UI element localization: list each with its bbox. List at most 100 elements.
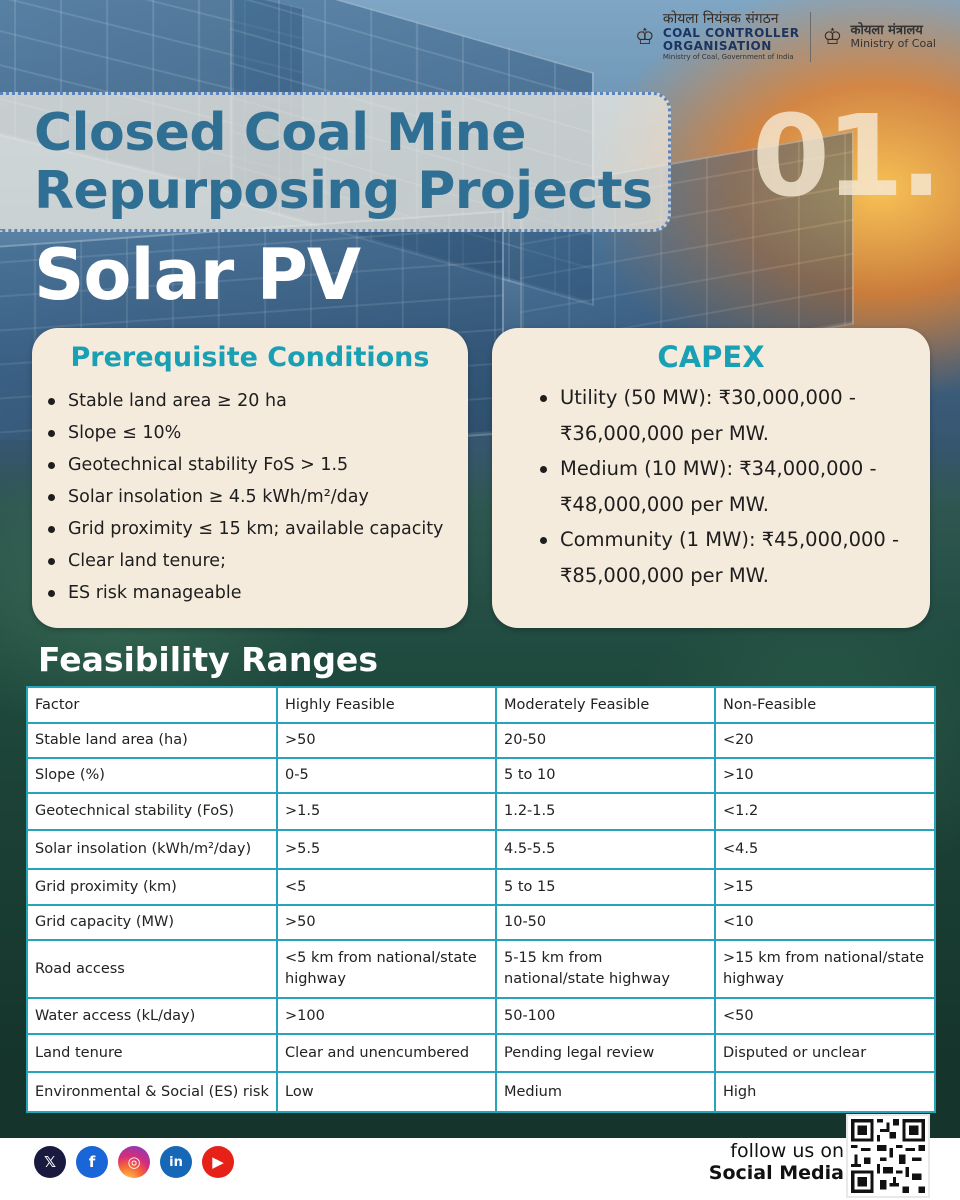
title-line-2: Repurposing Projects (34, 161, 653, 221)
table-cell: <10 (714, 904, 936, 941)
table-row: Grid capacity (MW) >50 10-50 <10 (26, 904, 936, 941)
national-emblem-icon: ♔ (634, 24, 655, 50)
table-cell: <5 (276, 868, 497, 906)
qr-code-icon[interactable] (846, 1114, 930, 1198)
table-cell: Medium (495, 1071, 716, 1113)
table-cell: Grid capacity (MW) (26, 904, 278, 941)
table-row: Grid proximity (km) <5 5 to 15 >15 (26, 868, 936, 906)
social-links: 𝕏 f ◎ in ▶ (34, 1146, 234, 1178)
table-cell: Slope (%) (26, 757, 278, 794)
table-cell: 0-5 (276, 757, 497, 794)
capex-list: Utility (50 MW): ₹30,000,000 - ₹36,000,0… (492, 374, 930, 593)
list-item: ES risk manageable (48, 577, 468, 609)
feasibility-table: Factor Highly Feasible Moderately Feasib… (26, 686, 936, 1113)
ministry-hindi-name: कोयला मंत्रालय (850, 23, 923, 39)
table-cell: Road access (26, 939, 278, 999)
table-cell: Geotechnical stability (FoS) (26, 792, 278, 831)
linkedin-icon[interactable]: in (160, 1146, 192, 1178)
table-cell: >100 (276, 997, 497, 1035)
national-emblem-icon: ♔ (822, 24, 843, 50)
facebook-icon[interactable]: f (76, 1146, 108, 1178)
table-cell: Clear and unencumbered (276, 1033, 497, 1073)
list-item: Utility (50 MW): ₹30,000,000 - ₹36,000,0… (540, 380, 906, 451)
table-cell: Solar insolation (kWh/m²/day) (26, 829, 278, 870)
list-item: Solar insolation ≥ 4.5 kWh/m²/day (48, 481, 468, 513)
org-name-line2: ORGANISATION (662, 38, 772, 53)
table-row: Geotechnical stability (FoS) >1.5 1.2-1.… (26, 792, 936, 831)
project-subtitle: Solar PV (34, 234, 361, 316)
table-cell: Grid proximity (km) (26, 868, 278, 906)
youtube-icon[interactable]: ▶ (202, 1146, 234, 1178)
table-cell: >50 (276, 722, 497, 759)
table-cell: >15 km from national/state highway (714, 939, 936, 999)
table-header-cell: Non-Feasible (714, 686, 936, 724)
table-row: Land tenure Clear and unencumbered Pendi… (26, 1033, 936, 1073)
table-cell: Land tenure (26, 1033, 278, 1073)
prerequisite-title: Prerequisite Conditions (70, 342, 430, 373)
feasibility-title: Feasibility Ranges (38, 640, 378, 679)
table-cell: Water access (kL/day) (26, 997, 278, 1035)
list-item: Medium (10 MW): ₹34,000,000 - ₹48,000,00… (540, 451, 906, 522)
list-item: Slope ≤ 10% (48, 417, 468, 449)
logo-divider (809, 12, 811, 62)
table-row: Environmental & Social (ES) risk Low Med… (26, 1071, 936, 1113)
qr-code-graphic (848, 1116, 928, 1196)
table-row: Road access <5 km from national/state hi… (26, 939, 936, 999)
table-cell: High (714, 1071, 936, 1113)
cco-logo: ♔ कोयला नियंत्रक संगठन COAL CONTROLLER O… (633, 12, 800, 61)
table-cell: 1.2-1.5 (495, 792, 716, 831)
page-title: Closed Coal Mine Repurposing Projects (34, 103, 653, 221)
ministry-name: Ministry of Coal (850, 37, 936, 51)
table-header-cell: Factor (26, 686, 278, 724)
table-cell: 5 to 15 (495, 868, 716, 906)
table-cell: Low (276, 1071, 497, 1113)
org-name-line1: COAL CONTROLLER (662, 26, 800, 41)
table-cell: Environmental & Social (ES) risk (26, 1071, 278, 1113)
list-item: Community (1 MW): ₹45,000,000 - ₹85,000,… (540, 522, 906, 593)
footer-bar: 𝕏 f ◎ in ▶ follow us on Social Media (0, 1138, 960, 1200)
table-row: Slope (%) 0-5 5 to 10 >10 (26, 757, 936, 794)
table-cell: 50-100 (495, 997, 716, 1035)
table-cell: 10-50 (495, 904, 716, 941)
table-cell: 5-15 km from national/state highway (495, 939, 716, 999)
table-cell: <4.5 (714, 829, 936, 870)
list-item: Grid proximity ≤ 15 km; available capaci… (48, 513, 468, 545)
table-header-cell: Highly Feasible (276, 686, 497, 724)
table-cell: <5 km from national/state highway (276, 939, 497, 999)
follow-text: follow us on Social Media (709, 1140, 844, 1184)
table-cell: Disputed or unclear (714, 1033, 936, 1073)
project-number: 01. (752, 92, 942, 222)
prerequisite-card: Prerequisite Conditions Stable land area… (32, 328, 468, 628)
table-cell: 20-50 (495, 722, 716, 759)
x-icon[interactable]: 𝕏 (34, 1146, 66, 1178)
title-line-1: Closed Coal Mine (34, 103, 527, 163)
table-cell: >10 (714, 757, 936, 794)
header-logos: ♔ कोयला नियंत्रक संगठन COAL CONTROLLER O… (633, 12, 936, 62)
table-cell: Stable land area (ha) (26, 722, 278, 759)
list-item: Clear land tenure; (48, 545, 468, 577)
table-cell: <20 (714, 722, 936, 759)
follow-line-1: follow us on (730, 1140, 844, 1162)
prerequisite-list: Stable land area ≥ 20 ha Slope ≤ 10% Geo… (32, 373, 468, 609)
table-cell: >5.5 (276, 829, 497, 870)
instagram-icon[interactable]: ◎ (118, 1146, 150, 1178)
table-row: Water access (kL/day) >100 50-100 <50 (26, 997, 936, 1035)
table-row: Stable land area (ha) >50 20-50 <20 (26, 722, 936, 759)
table-header-row: Factor Highly Feasible Moderately Feasib… (26, 686, 936, 724)
table-cell: Pending legal review (495, 1033, 716, 1073)
org-hindi-name: कोयला नियंत्रक संगठन (662, 11, 779, 28)
org-subtitle: Ministry of Coal, Government of India (662, 53, 794, 62)
ministry-logo: ♔ कोयला मंत्रालय Ministry of Coal (821, 16, 936, 58)
table-cell: <1.2 (714, 792, 936, 831)
capex-title: CAPEX (657, 340, 765, 374)
table-cell: 5 to 10 (495, 757, 716, 794)
list-item: Geotechnical stability FoS > 1.5 (48, 449, 468, 481)
table-cell: >1.5 (276, 792, 497, 831)
capex-card: CAPEX Utility (50 MW): ₹30,000,000 - ₹36… (492, 328, 930, 628)
title-box (0, 92, 671, 232)
table-cell: >15 (714, 868, 936, 906)
table-cell: 4.5-5.5 (495, 829, 716, 870)
table-cell: <50 (714, 997, 936, 1035)
table-row: Solar insolation (kWh/m²/day) >5.5 4.5-5… (26, 829, 936, 870)
